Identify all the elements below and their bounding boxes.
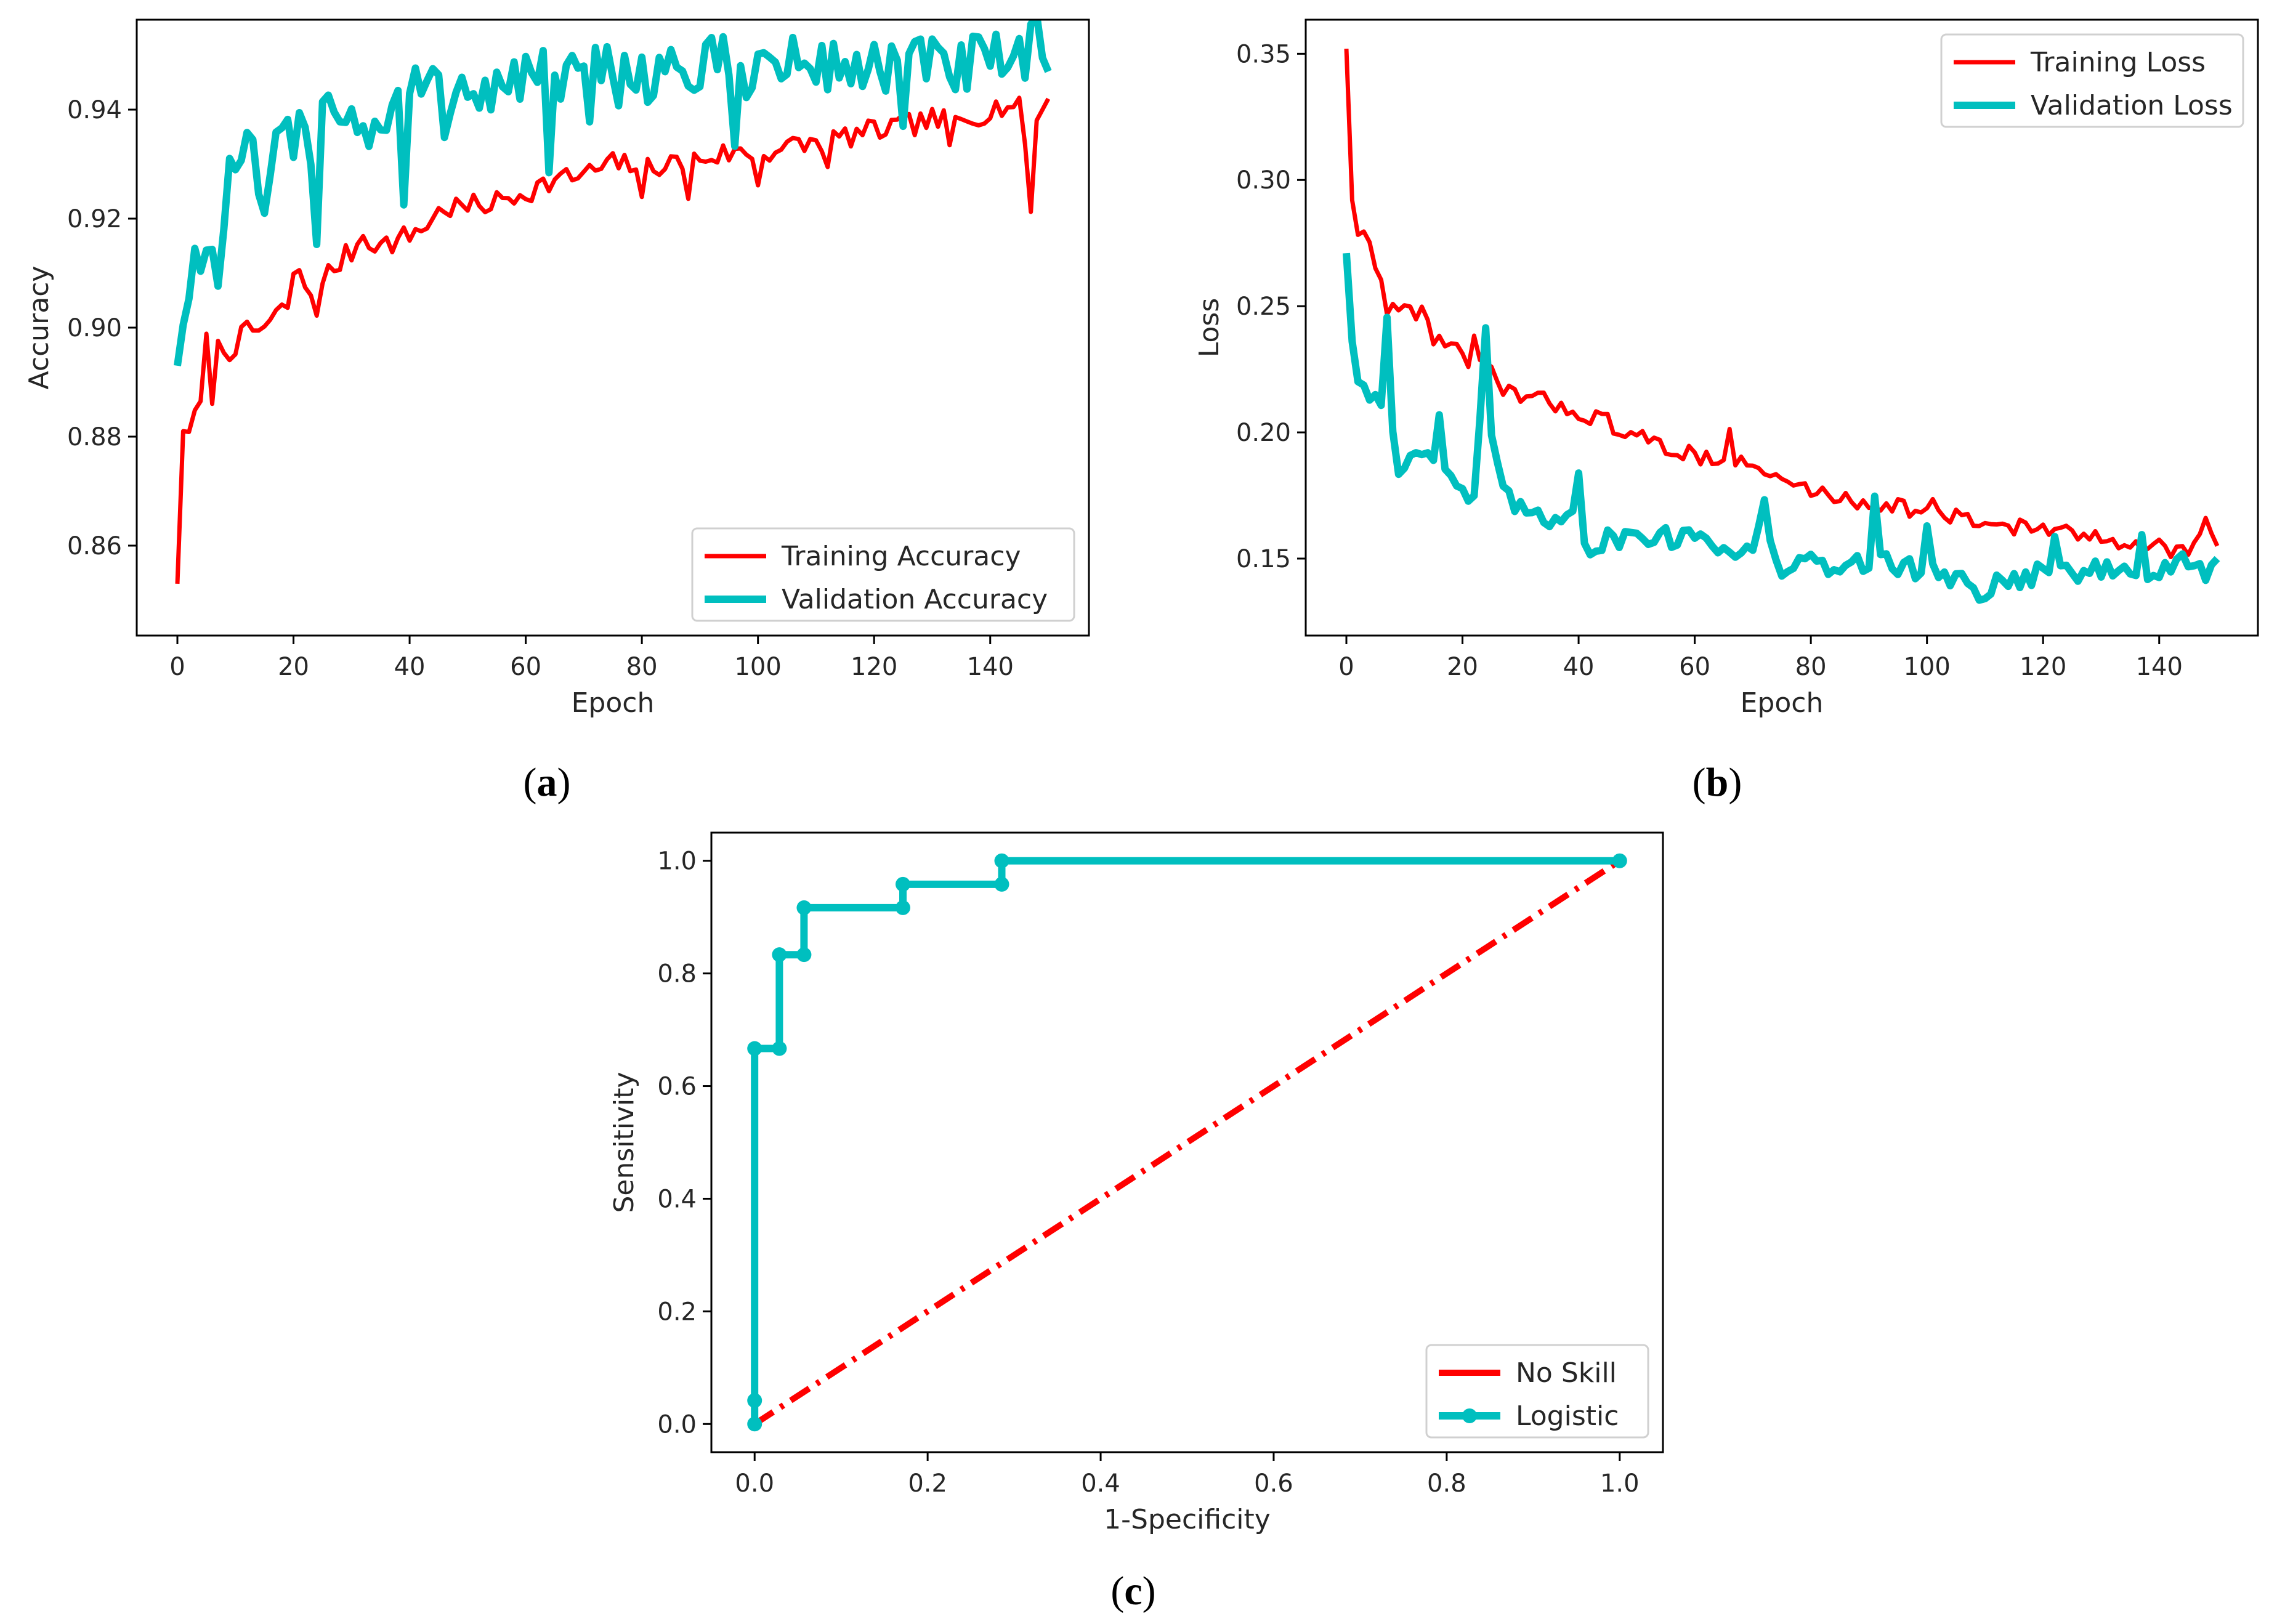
legend-entry: Logistic <box>1516 1400 1619 1432</box>
legend-box <box>1940 33 2244 128</box>
chart-panel-c: 0.0 0.2 0.4 0.6 0.8 1.0 0.0 0.2 0.4 0.6 0.8 1.0 1-Sp… <box>609 831 1664 1614</box>
y-tick-label: 0.20 <box>1236 419 1291 447</box>
y-tick-label: 0.25 <box>1236 293 1291 321</box>
legend-entry: Validation Accuracy <box>782 584 1048 615</box>
x-tick-label: 0 <box>169 653 185 681</box>
panel-caption: (b) <box>1693 760 1742 805</box>
x-tick-label: 80 <box>1795 653 1827 681</box>
x-tick-label: 20 <box>1447 653 1478 681</box>
x-tick-label: 120 <box>2020 653 2066 681</box>
x-tick-label: 100 <box>734 653 781 681</box>
y-tick-label: 0.4 <box>657 1185 697 1213</box>
legend-entry: Training Loss <box>2030 47 2206 78</box>
y-tick-label: 0.0 <box>657 1410 697 1439</box>
plot-area <box>174 20 1052 584</box>
legend: Training Loss Validation Loss <box>1940 33 2244 128</box>
x-axis-label: Epoch <box>572 687 655 719</box>
legend-entry: Validation Loss <box>2031 90 2233 121</box>
legend-entry: Training Accuracy <box>781 541 1021 572</box>
panel-caption: (a) <box>524 760 571 805</box>
data-point <box>747 1416 762 1432</box>
x-tick-label: 1.0 <box>1600 1469 1640 1498</box>
data-point <box>994 876 1009 892</box>
y-axis-label: Accuracy <box>23 266 55 390</box>
x-tick-label: 0.4 <box>1081 1469 1120 1498</box>
y-tick-label: 0.88 <box>67 423 122 451</box>
axes-frame <box>1304 18 2259 637</box>
x-tick-label: 140 <box>2136 653 2183 681</box>
x-tick-label: 100 <box>1903 653 1950 681</box>
x-tick-label: 60 <box>1679 653 1710 681</box>
axes-frame <box>710 831 1664 1453</box>
y-tick-label: 0.94 <box>67 96 122 124</box>
chart-panel-a: 0 20 40 60 80 100 120 140 0.86 0.88 0.90 0.92 0.94 Ep… <box>23 18 1090 805</box>
y-tick-label: 1.0 <box>657 847 697 876</box>
data-point <box>994 853 1009 868</box>
legend-box <box>691 527 1075 622</box>
x-axis-label: Epoch <box>1741 687 1824 719</box>
x-tick-label: 0.6 <box>1254 1469 1293 1498</box>
data-point <box>1612 853 1627 868</box>
legend: No Skill Logistic <box>1425 1344 1649 1439</box>
legend-entry: No Skill <box>1516 1357 1617 1389</box>
series-line-validation-accuracy <box>174 20 1052 366</box>
x-tick-label: 80 <box>626 653 658 681</box>
data-point <box>796 900 812 915</box>
x-tick-label: 0.0 <box>735 1469 774 1498</box>
x-tick-label: 60 <box>510 653 541 681</box>
x-tick-label: 0 <box>1338 653 1354 681</box>
data-point <box>895 900 910 915</box>
x-tick-label: 20 <box>278 653 309 681</box>
y-tick-label: 0.86 <box>67 532 122 560</box>
y-tick-label: 0.92 <box>67 205 122 233</box>
x-tick-label: 40 <box>394 653 426 681</box>
panel-caption: (c) <box>1110 1569 1155 1614</box>
y-tick-label: 0.30 <box>1236 166 1291 195</box>
chart-panel-b: 0 20 40 60 80 100 120 140 0.15 0.20 0.25 0.30 0.35 Ep… <box>1194 18 2259 805</box>
x-tick-label: 0.2 <box>908 1469 947 1498</box>
y-axis-label: Loss <box>1194 298 1225 358</box>
y-tick-label: 0.15 <box>1236 545 1291 573</box>
x-tick-label: 0.8 <box>1427 1469 1466 1498</box>
series-line-training-loss <box>1344 48 2220 559</box>
y-tick-label: 0.35 <box>1236 40 1291 68</box>
data-point <box>772 947 787 963</box>
x-axis-label: 1-Specificity <box>1104 1504 1271 1535</box>
x-tick-label: 120 <box>851 653 897 681</box>
x-tick-label: 140 <box>967 653 1014 681</box>
data-point <box>747 1393 762 1408</box>
plot-area <box>1343 48 2220 604</box>
y-tick-label: 0.90 <box>67 314 122 342</box>
data-point <box>895 876 910 892</box>
series-line-no-skill <box>753 858 1622 1427</box>
series-line-validation-loss <box>1343 252 2220 604</box>
data-point <box>747 1041 762 1056</box>
data-point <box>772 1041 787 1056</box>
legend: Training Accuracy Validation Accuracy <box>691 527 1075 622</box>
plot-area <box>747 853 1627 1432</box>
data-point <box>796 947 812 963</box>
y-tick-label: 0.6 <box>657 1073 697 1101</box>
legend-marker <box>1462 1408 1477 1423</box>
y-tick-label: 0.2 <box>657 1298 697 1326</box>
y-tick-label: 0.8 <box>657 960 697 988</box>
y-axis-label: Sensitivity <box>609 1072 640 1213</box>
x-tick-label: 40 <box>1563 653 1595 681</box>
